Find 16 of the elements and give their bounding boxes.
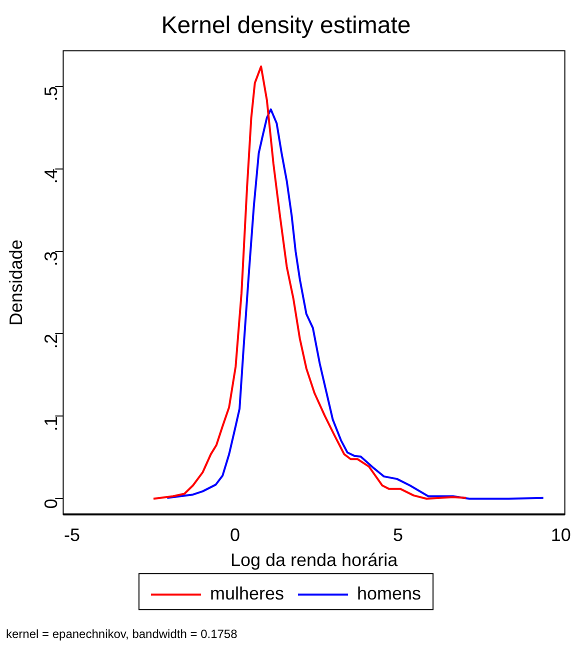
- y-tick-label: .1: [41, 416, 62, 432]
- x-tick-label: 10: [550, 525, 571, 546]
- x-axis-title: Log da renda horária: [230, 550, 399, 570]
- legend-label: homens: [356, 584, 422, 604]
- y-tick-label: .5: [41, 86, 62, 102]
- text: kernel = epanechnikov, bandwidth = 0.1758: [6, 627, 238, 642]
- legend-label: mulheres: [210, 584, 284, 604]
- y-tick-label: .2: [41, 334, 62, 349]
- x-tick-label: -5: [64, 525, 80, 546]
- x-tick-label: 0: [230, 525, 240, 546]
- y-tick-label: .4: [41, 168, 62, 184]
- y-axis-title: Densidade: [6, 240, 26, 326]
- y-tick-label: 0: [41, 498, 62, 509]
- x-tick-label: 5: [392, 525, 403, 546]
- chart-title: Kernel density estimate: [161, 12, 411, 40]
- y-tick-label: .3: [41, 251, 62, 266]
